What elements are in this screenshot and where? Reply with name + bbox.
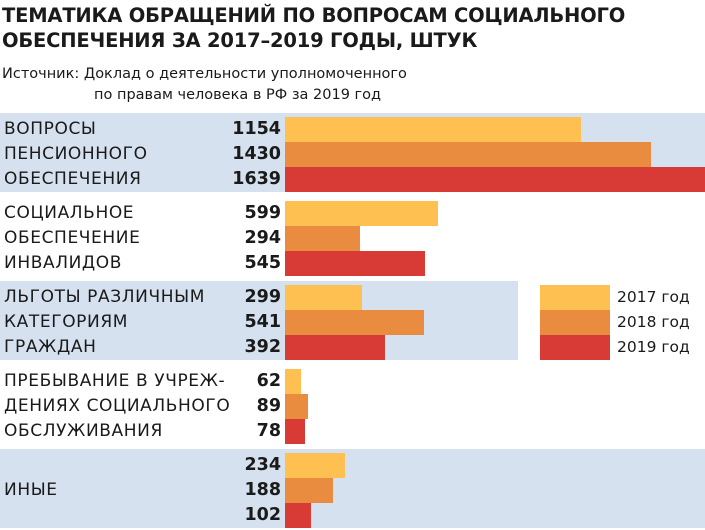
bar-2018-год [285,478,334,503]
legend-label: 2018 год [617,313,690,331]
legend-label: 2017 год [617,288,690,306]
chart-source-line-1: Источник: Доклад о деятельности уполномо… [2,66,407,82]
bar-2019-год [285,419,305,444]
chart-source: Источник: Доклад о деятельности уполномо… [2,64,602,106]
group-band [0,281,518,360]
data-label: 188 [244,480,281,500]
category-label: СОЦИАЛЬНОЕ ОБЕСПЕЧЕНИЕ ИНВАЛИДОВ [4,201,140,276]
category-label: ПРЕБЫВАНИЕ В УЧРЕЖ- ДЕНИЯХ СОЦИАЛЬНОГО ОБС… [4,369,230,444]
category-label-line: ОБЕСПЕЧЕНИЯ [4,169,142,189]
category-label-line: СОЦИАЛЬНОЕ [4,203,135,223]
data-label: 545 [244,253,281,273]
category-label: ИНЫЕ [4,478,58,503]
data-label: 78 [256,421,281,441]
bar-2019-год [285,335,386,360]
data-label: 89 [256,396,281,416]
data-label: 294 [244,228,281,248]
bar-2019-год [285,503,312,528]
legend-swatch [540,335,610,360]
category-label-line: ГРАЖДАН [4,337,97,357]
bar-2017-год [285,453,345,478]
data-label: 599 [244,203,281,223]
bar-2017-год [285,369,301,394]
legend-swatch [540,310,610,335]
data-label: 541 [244,312,281,332]
bar-2017-год [285,201,439,226]
data-label: 299 [244,287,281,307]
bar-2017-год [285,285,362,310]
category-label-line: ВОПРОСЫ [4,119,97,139]
chart-title-line-2: ОБЕСПЕЧЕНИЯ ЗА 2017–2019 ГОДЫ, ШТУК [2,29,478,52]
data-label: 1639 [232,169,281,189]
bar-2018-год [285,142,652,167]
bar-2018-год [285,310,424,335]
category-label-line: ОБСЛУЖИВАНИЯ [4,421,163,441]
data-label: 1430 [232,144,281,164]
legend-swatch [540,285,610,310]
category-label-line: ЛЬГОТЫ РАЗЛИЧНЫМ [4,287,205,307]
data-label: 392 [244,337,281,357]
bar-2019-год [285,251,425,276]
data-label: 62 [256,371,281,391]
chart-title: ТЕМАТИКА ОБРАЩЕНИЙ ПО ВОПРОСАМ СОЦИАЛЬНО… [2,3,702,53]
data-label: 234 [244,455,281,475]
category-label-line: ОБЕСПЕЧЕНИЕ [4,228,141,248]
bar-2019-год [285,167,705,192]
data-label: 102 [244,505,281,525]
category-label-line: ПРЕБЫВАНИЕ В УЧРЕЖ- [4,371,226,391]
category-label-line: ИНВАЛИДОВ [4,253,123,273]
category-label-line: КАТЕГОРИЯМ [4,312,129,332]
category-label: ЛЬГОТЫ РАЗЛИЧНЫМ КАТЕГОРИЯМ ГРАЖДАН [4,285,205,360]
category-label-line: ИНЫЕ [4,480,58,500]
legend-label: 2019 год [617,338,690,356]
chart-title-line-1: ТЕМАТИКА ОБРАЩЕНИЙ ПО ВОПРОСАМ СОЦИАЛЬНО… [2,4,626,27]
chart-source-line-2: по правам человека в РФ за 2019 год [94,87,382,103]
category-label-line: ПЕНСИОННОГО [4,144,148,164]
bar-2018-год [285,226,361,251]
category-label-line: ДЕНИЯХ СОЦИАЛЬНОГО [4,396,231,416]
category-label: ВОПРОСЫ ПЕНСИОННОГО ОБЕСПЕЧЕНИЯ [4,117,148,192]
group-band [0,449,705,528]
bar-2018-год [285,394,308,419]
bar-2017-год [285,117,581,142]
data-label: 1154 [232,119,281,139]
